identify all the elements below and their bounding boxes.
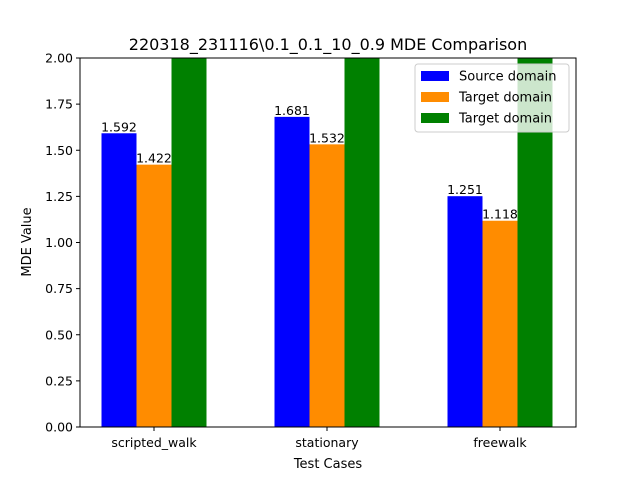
y-tick-label: 0.00 [45, 420, 73, 435]
x-tick-label-freewalk: freewalk [473, 435, 527, 450]
legend: Source domain Target domain Target domain [414, 63, 570, 133]
y-axis-label: MDE Value [20, 207, 35, 276]
y-tick-label: 2.00 [45, 51, 73, 66]
bar-scripted_walk-series-1 [101, 133, 137, 427]
data-label-stationary-series-1: 1.681 [274, 103, 310, 118]
bars-group [101, 58, 553, 428]
data-label-stationary-series-2: 1.532 [309, 130, 345, 145]
x-tick-label-stationary: stationary [295, 435, 359, 450]
chart-title: 220318_231116\0.1_0.1_10_0.9 MDE Compari… [129, 35, 527, 55]
bar-stationary-series-1 [274, 116, 310, 427]
y-tick-label: 0.25 [45, 373, 73, 388]
y-tick-label: 1.50 [45, 143, 73, 158]
data-label-freewalk-series-1: 1.251 [447, 182, 483, 197]
y-axis: 0.00 0.25 0.50 0.75 1.00 1.25 1.50 1.75 2.00 [45, 51, 80, 435]
legend-box [414, 63, 570, 133]
data-label-freewalk-series-2: 1.118 [482, 207, 518, 222]
bar-scripted_walk-series-3 [171, 58, 207, 427]
legend-swatch-series-2 [421, 92, 449, 102]
plot-frame [79, 57, 577, 428]
legend-swatch-series-1 [421, 71, 449, 81]
legend-label-series-1: Source domain [459, 70, 556, 85]
bar-freewalk-series-1 [447, 196, 483, 427]
bar-stationary-series-3 [344, 58, 380, 427]
legend-label-series-3: Target domain [458, 112, 552, 127]
bar-stationary-series-2 [309, 144, 345, 427]
y-tick-label: 1.00 [45, 235, 73, 250]
x-axis: scripted_walk stationary freewalk [111, 427, 527, 450]
legend-swatch-series-3 [421, 113, 449, 123]
x-tick-label-scripted_walk: scripted_walk [111, 435, 197, 450]
y-tick-label: 0.50 [45, 327, 73, 342]
data-label-scripted_walk-series-2: 1.422 [136, 151, 172, 166]
y-tick-label: 1.75 [45, 97, 73, 112]
legend-label-series-2: Target domain [458, 91, 552, 106]
data-label-scripted_walk-series-1: 1.592 [101, 119, 137, 134]
y-tick-label: 1.25 [45, 189, 73, 204]
data-labels-group: 1.592 1.422 1.681 1.532 1.251 1.118 [101, 103, 518, 222]
x-axis-label: Test Cases [293, 457, 363, 472]
bar-scripted_walk-series-2 [136, 164, 172, 428]
bar-freewalk-series-2 [482, 220, 518, 427]
y-tick-label: 0.75 [45, 281, 73, 296]
